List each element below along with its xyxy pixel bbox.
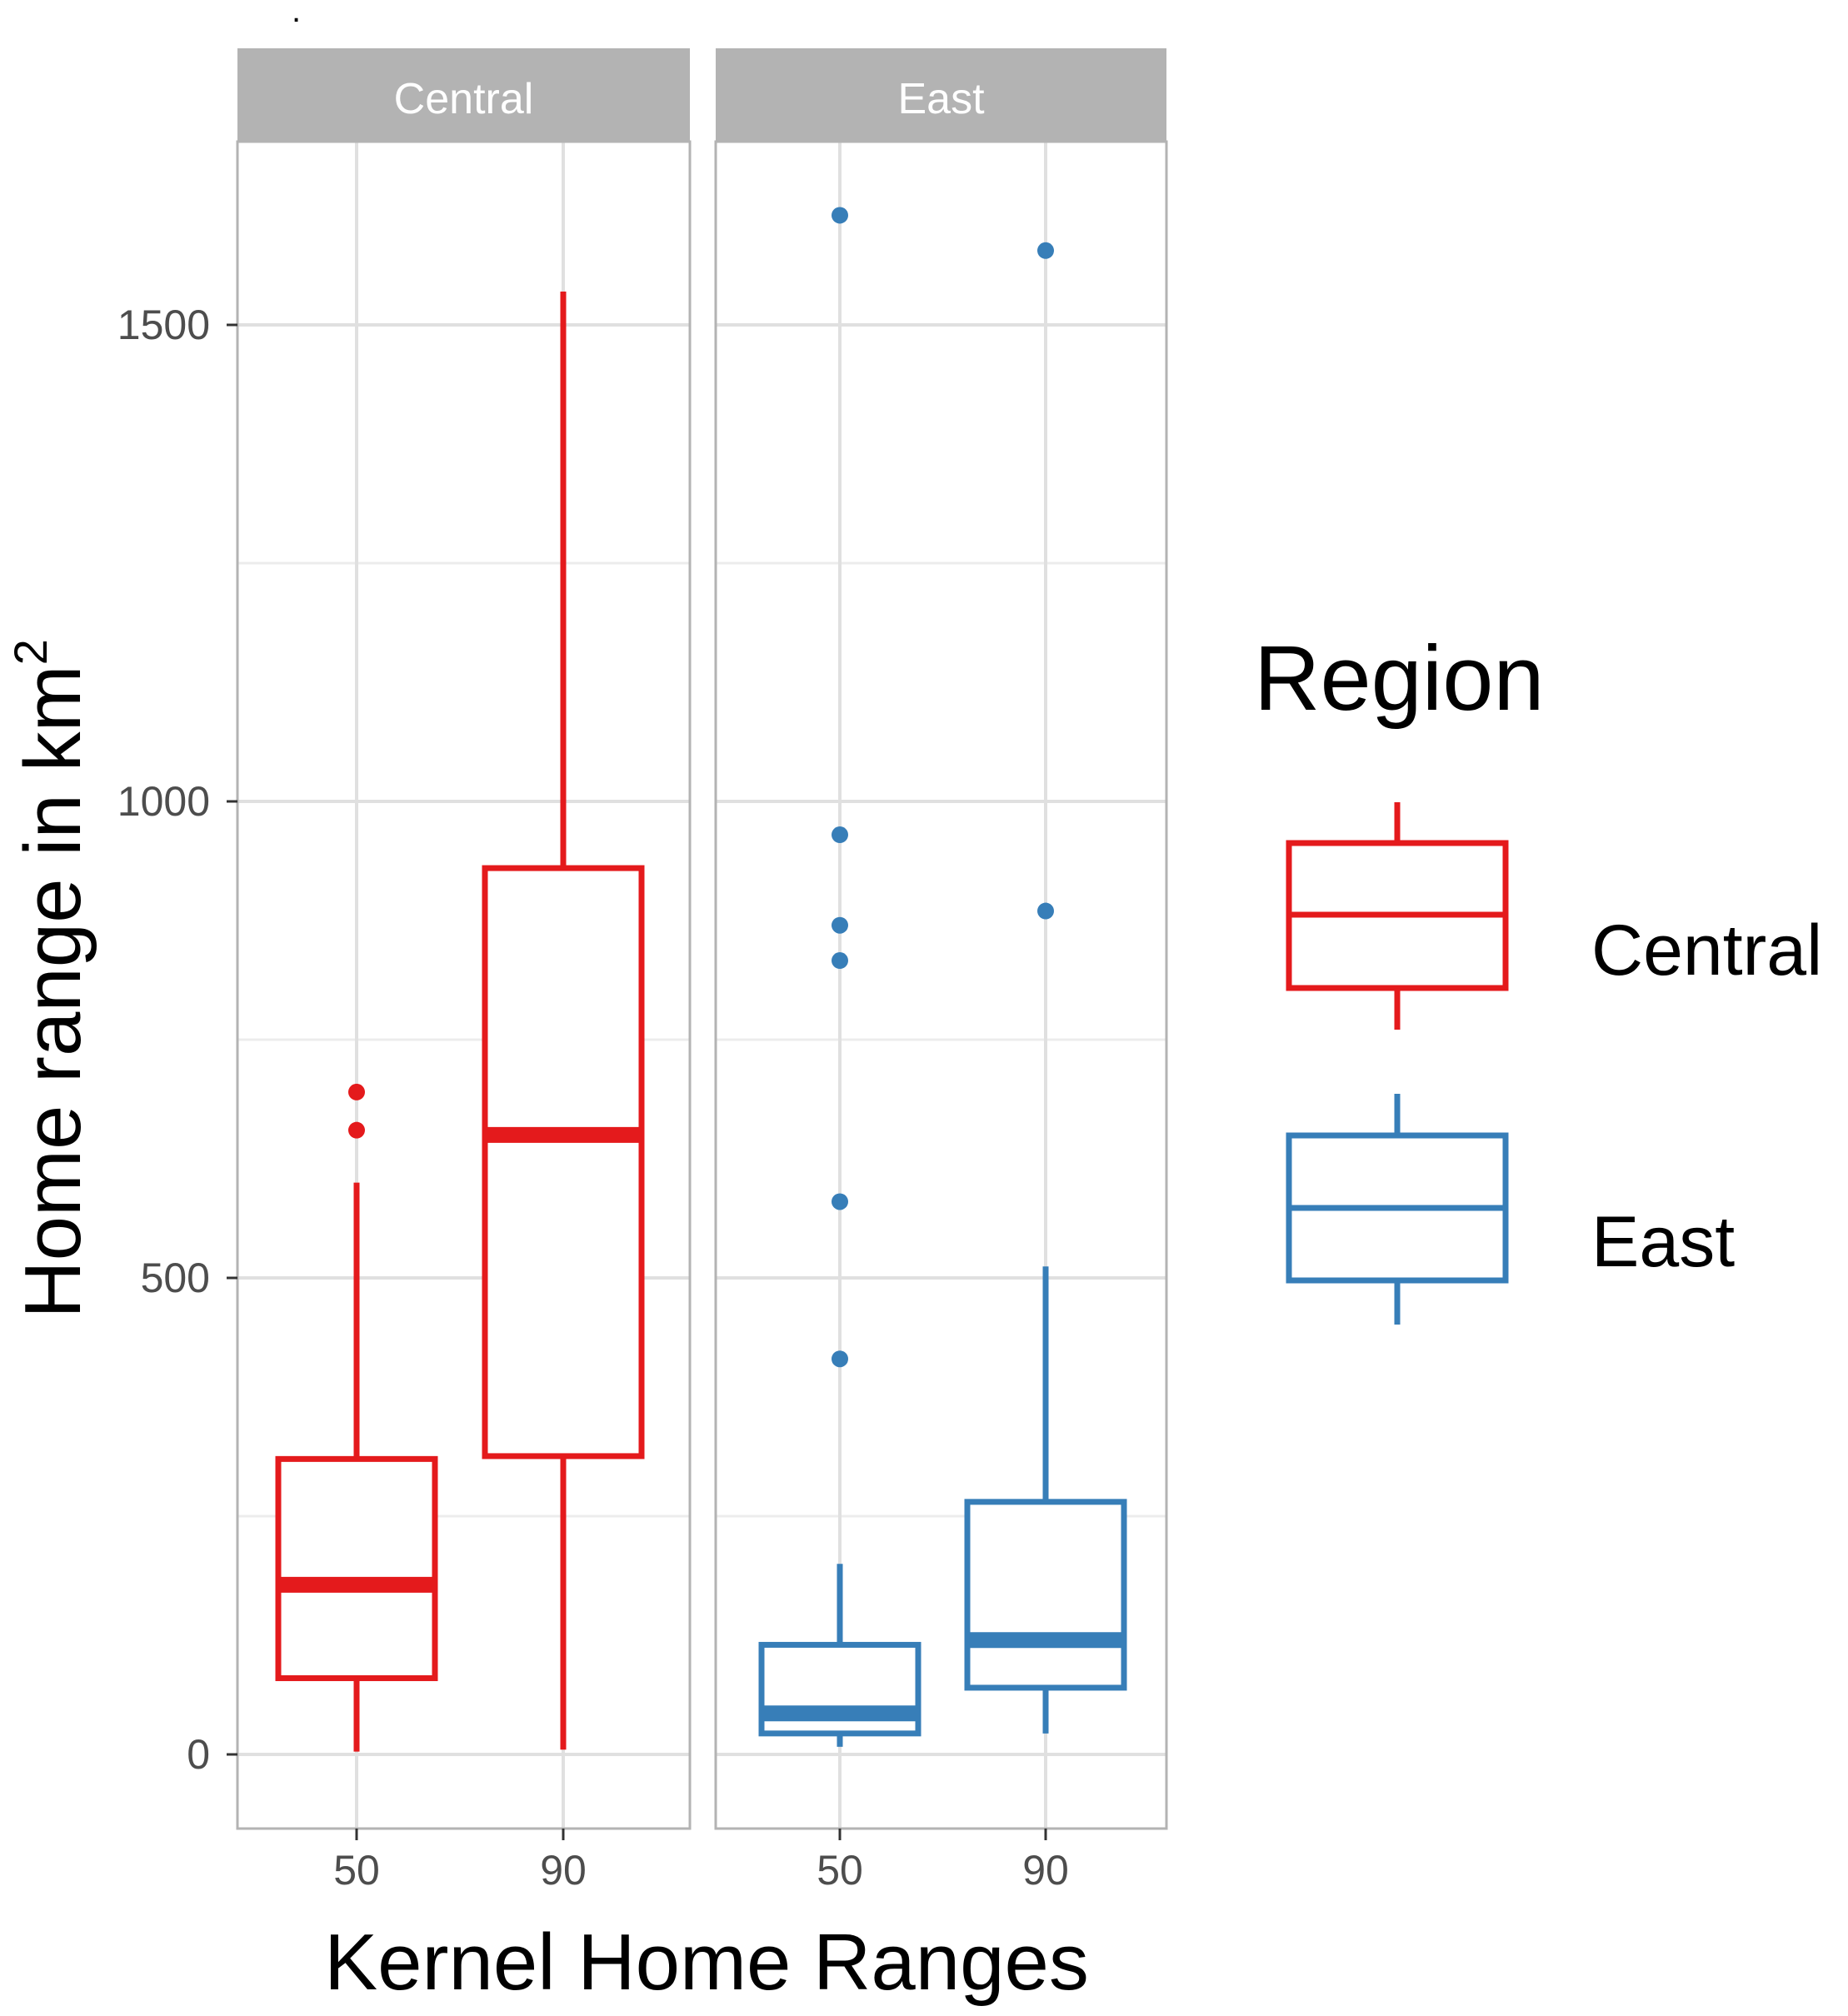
facet-panel-central: Central — [236, 48, 692, 1830]
outlier-point — [1037, 902, 1054, 920]
legend-keys: Central East — [1286, 802, 1822, 1325]
x-axis: 50 90 50 90 — [333, 1829, 1069, 1894]
y-tick-label: 500 — [141, 1255, 210, 1301]
facet-strip-label: East — [897, 75, 985, 123]
outlier-point — [832, 207, 848, 224]
legend-key-east: East — [1286, 1094, 1735, 1325]
x-axis-title: Kernel Home Ranges — [324, 1918, 1089, 2007]
legend-label: Central — [1591, 911, 1822, 991]
box-central-90 — [482, 291, 645, 1750]
x-tick-label: 90 — [1022, 1847, 1069, 1894]
outlier-point — [832, 1350, 848, 1368]
box-iqr — [275, 1455, 438, 1681]
y-tick-label: 1500 — [117, 302, 210, 348]
outlier-point — [832, 952, 848, 970]
outlier-point — [348, 1083, 365, 1100]
facet-strip-label: Central — [394, 75, 534, 123]
y-axis-title-superscript: 2 — [4, 639, 57, 665]
y-axis: 0 500 1000 1500 — [117, 302, 237, 1778]
legend: Region Central East — [1254, 627, 1822, 1325]
x-tick-label: 50 — [817, 1847, 863, 1894]
y-tick-label: 0 — [187, 1731, 210, 1778]
x-tick-label: 90 — [540, 1847, 587, 1894]
legend-label: East — [1591, 1202, 1735, 1282]
box-central-50 — [275, 1083, 438, 1752]
box-east-50 — [758, 207, 922, 1747]
y-axis-title: Home range in km2 — [4, 639, 97, 1318]
box-east-90 — [964, 242, 1127, 1734]
outlier-point — [832, 1193, 848, 1210]
legend-title: Region — [1254, 627, 1545, 730]
outlier-point — [832, 826, 848, 844]
box-iqr — [964, 1499, 1127, 1691]
facet-panels: Central East — [236, 48, 1168, 1830]
facet-panel-east: East — [714, 48, 1168, 1830]
x-tick-label: 50 — [333, 1847, 380, 1894]
outlier-point — [1037, 242, 1054, 259]
y-axis-title-base: Home range in km — [8, 665, 97, 1318]
outlier-point — [832, 916, 848, 934]
legend-key-central: Central — [1286, 802, 1822, 1030]
y-tick-label: 1000 — [117, 778, 210, 825]
facet-strip — [237, 48, 690, 142]
stray-dot-mark: . — [292, 0, 301, 29]
facet-strip — [716, 48, 1166, 142]
outlier-point — [348, 1121, 365, 1139]
box-iqr — [482, 865, 645, 1460]
